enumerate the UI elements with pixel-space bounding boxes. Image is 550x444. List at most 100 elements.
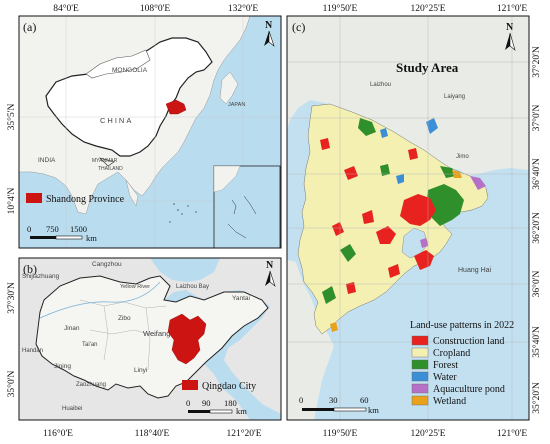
panel-b-river — [39, 281, 161, 319]
panel-b-label-laizhou-bay: Laizhou Bay — [176, 284, 209, 290]
legend-swatch-0 — [411, 335, 429, 346]
panel-c-top-tick-2: 120°25'E — [410, 3, 445, 14]
panel-b-label-zibo: Zibo — [118, 315, 131, 322]
svg-text:N: N — [506, 22, 514, 33]
panel-c-top-tick-1: 119°50'E — [323, 3, 358, 14]
panel-b-left-tick-2: 35°0'N — [6, 371, 17, 398]
legend-swatch-1 — [411, 347, 429, 358]
panel-a-scale-0: 0 — [27, 224, 31, 234]
panel-c-bottom-tick-1: 119°50'E — [323, 428, 358, 439]
panel-b-city-boundaries — [79, 299, 167, 371]
legend-label-4: Aquaculture pond — [433, 384, 505, 395]
panel-b-label-jining: Jining — [54, 363, 71, 370]
panel-a-letter: (a) — [23, 20, 36, 34]
panel-a-taiwan-hainan — [98, 157, 115, 167]
panel-b: Cangzhou Shijiazhuang Laizhou Bay Yellow… — [6, 257, 282, 439]
svg-text:N: N — [265, 20, 273, 31]
panel-c-label-huang-hai: Huang Hai — [458, 267, 492, 274]
panel-c-label-jimo: Jimo — [456, 154, 469, 160]
legend-swatch-3 — [411, 371, 429, 382]
svg-text:N: N — [266, 260, 274, 271]
panel-a-scale-1: 750 — [46, 224, 59, 234]
panel-c-scale-1: 30 — [329, 395, 338, 405]
panel-b-frame — [18, 257, 282, 421]
panel-a-label-thailand: THAILAND — [98, 166, 123, 172]
panel-b-scale-unit: km — [236, 406, 247, 416]
panel-a-indochina — [125, 179, 139, 207]
legend-label-3: Water — [433, 372, 457, 383]
panel-c-water — [380, 118, 438, 184]
panel-c-right-tick-3: 36°40'N — [531, 158, 542, 190]
panel-a-label-myanmar: MYANMAR — [92, 158, 118, 164]
panel-a-label-india: INDIA — [38, 157, 56, 164]
panel-b-label-zaozhuang: Zaozhuang — [76, 382, 106, 388]
panel-a-inset-land — [213, 165, 241, 193]
panel-b-legend-label: Qingdao City — [202, 381, 256, 392]
panel-b-label-taian: Tai'an — [82, 342, 98, 348]
panel-b-bottom-tick-3: 121°20'E — [226, 428, 261, 439]
legend-swatch-2 — [411, 359, 429, 370]
legend-label-2: Forest — [433, 360, 458, 371]
panel-b-label-weifang: Weifang — [143, 329, 170, 338]
panel-b-label-jinan: Jinan — [64, 325, 80, 332]
panel-c-qingdao-cropland — [297, 103, 489, 335]
legend-label-5: Wetland — [433, 396, 466, 407]
panel-c-right-tick-4: 36°20'N — [531, 212, 542, 244]
panel-b-label-linyi: Linyi — [134, 367, 147, 374]
panel-b-bottom-tick-2: 118°40'E — [135, 428, 170, 439]
panel-c-right-tick-7: 35°20'N — [531, 382, 542, 414]
panel-c-north-arrow: N — [505, 22, 516, 51]
panel-a-shandong — [165, 99, 187, 115]
panel-b-north-arrow: N — [265, 260, 276, 287]
panel-a-left-tick-1: 35°5'N — [6, 104, 17, 131]
panel-b-scale-bar: 0 90 180 km — [186, 398, 247, 416]
panel-a-islands — [169, 203, 197, 223]
panel-a-frame — [18, 15, 282, 249]
panel-b-label-huaibei: Huaibei — [62, 406, 82, 412]
panel-b-scale-2: 180 — [224, 398, 237, 408]
panel-a-label-japan: JAPAN — [228, 102, 245, 108]
panel-b-bottom-tick-1: 116°0'E — [43, 428, 73, 439]
panel-b-label-handan: Handan — [22, 348, 43, 354]
panel-c-title: Study Area — [396, 60, 459, 75]
panel-b-qingdao — [167, 313, 207, 365]
panel-a-top-tick-1: 84°0'E — [53, 3, 79, 14]
panel-c-scale-2: 60 — [360, 395, 369, 405]
panel-c-letter: (c) — [292, 20, 305, 34]
panel-a-japan — [219, 71, 239, 105]
panel-b-label-cangzhou: Cangzhou — [92, 261, 122, 268]
panel-c: Laizhou Laiyang Jimo Huang Hai Study Are… — [286, 3, 542, 439]
panel-a-left-tick-2: 10°4'N — [6, 188, 17, 215]
panel-a-inset-islands — [227, 195, 257, 239]
panel-c-legend-title: Land-use patterns in 2022 — [410, 320, 514, 331]
panel-c-right-tick-6: 35°40'N — [531, 326, 542, 358]
legend-swatch-4 — [411, 383, 429, 394]
panel-c-frame — [286, 15, 530, 421]
panel-c-scale-bar: 0 30 60 km — [299, 395, 379, 415]
panel-a-top-tick-2: 108°0'E — [140, 3, 171, 14]
panel-b-label-shijiazhuang: Shijiazhuang — [22, 273, 60, 280]
panel-c-scale-0: 0 — [299, 395, 303, 405]
panel-c-right-tick-2: 37°0'N — [531, 105, 542, 132]
panel-c-right-tick-1: 37°20'N — [531, 46, 542, 78]
panel-c-label-laizhou: Laizhou — [370, 82, 391, 88]
panel-b-label-yantai: Yantai — [232, 295, 250, 302]
panel-c-jiaozhou-bay — [401, 227, 429, 259]
legend-swatch-5 — [411, 395, 429, 406]
panel-b-shandong-outline — [35, 275, 269, 399]
panel-b-label-yellow-river: Yellow River — [120, 284, 150, 290]
panel-c-scale-unit: km — [368, 405, 379, 415]
panel-a-label-mongolia: MONGOLIA — [112, 67, 148, 74]
legend-label-1: Cropland — [433, 348, 470, 359]
panel-c-surrounding-land — [287, 16, 529, 176]
panel-c-construction — [320, 138, 436, 294]
panel-c-bottom-tick-3: 121°0'E — [497, 428, 528, 439]
panel-b-left-tick-1: 37°30'N — [6, 282, 17, 314]
panel-a-top-tick-3: 132°0'E — [228, 3, 259, 14]
panel-c-label-laiyang: Laiyang — [444, 94, 465, 100]
panel-a-legend-swatch — [26, 193, 42, 203]
panel-a-label-china: CHINA — [100, 116, 133, 125]
panel-c-forest — [322, 118, 464, 304]
panel-c-aquaculture — [420, 176, 486, 248]
legend-label-0: Construction land — [433, 336, 504, 347]
